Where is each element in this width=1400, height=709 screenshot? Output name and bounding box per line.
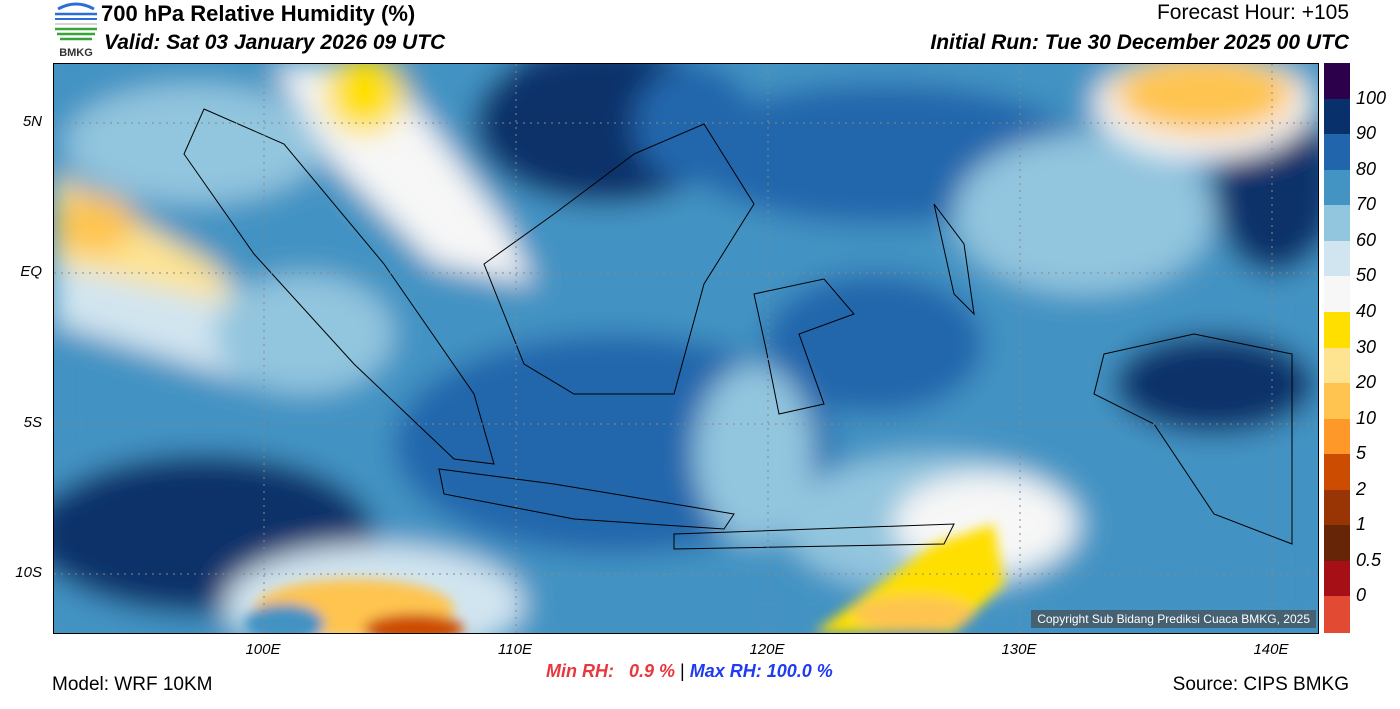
lat-label: EQ xyxy=(20,263,42,280)
colorbar-label: 70 xyxy=(1356,194,1377,215)
colorbar-bin xyxy=(1324,98,1350,135)
lat-label: 10S xyxy=(15,564,42,581)
copyright-notice: Copyright Sub Bidang Prediksi Cuaca BMKG… xyxy=(1031,610,1316,628)
colorbar-label: 100 xyxy=(1356,87,1387,108)
lon-label: 100E xyxy=(245,641,281,658)
colorbar-label: 60 xyxy=(1356,229,1377,250)
colorbar-label: 1 xyxy=(1356,514,1367,535)
colorbar-bin xyxy=(1324,240,1350,277)
colorbar-bin xyxy=(1324,347,1350,384)
lon-label: 130E xyxy=(1001,641,1037,658)
initial-run: Initial Run: Tue 30 December 2025 00 UTC xyxy=(930,31,1349,54)
svg-text:BMKG: BMKG xyxy=(59,47,93,59)
colorbar-bin xyxy=(1324,169,1350,206)
colorbar-label: 0.5 xyxy=(1356,549,1382,570)
coastlines xyxy=(183,108,1293,550)
colorbar-bin xyxy=(1324,525,1350,562)
colorbar-label: 50 xyxy=(1356,265,1377,286)
lat-label: 5S xyxy=(23,414,42,431)
colorbar-bin xyxy=(1324,596,1350,633)
colorbar-bin xyxy=(1324,311,1350,348)
bmkg-logo: BMKG xyxy=(52,1,100,59)
lon-label: 140E xyxy=(1253,641,1289,658)
lat-label: 5N xyxy=(22,113,42,130)
colorbar-label: 80 xyxy=(1356,158,1377,179)
lon-label: 120E xyxy=(749,641,785,658)
graticule xyxy=(54,64,1318,633)
max-rh: Max RH: 100.0 % xyxy=(689,661,833,681)
colorbar-label: 30 xyxy=(1356,336,1377,357)
colorbar-label: 90 xyxy=(1356,123,1377,144)
colorbar-bin xyxy=(1324,383,1350,420)
colorbar-label: 40 xyxy=(1356,300,1377,321)
humidity-map xyxy=(53,63,1319,634)
lon-label: 110E xyxy=(498,641,532,658)
chart-title: 700 hPa Relative Humidity (%) xyxy=(101,1,416,26)
colorbar-label: 2 xyxy=(1356,478,1367,499)
colorbar xyxy=(1324,63,1350,633)
valid-time: Valid: Sat 03 January 2026 09 UTC xyxy=(104,31,446,54)
colorbar-bin xyxy=(1324,454,1350,491)
colorbar-label: 5 xyxy=(1356,443,1367,464)
colorbar-bin xyxy=(1324,205,1350,242)
colorbar-bin xyxy=(1324,63,1350,100)
colorbar-bin xyxy=(1324,134,1350,171)
rh-stats: Min RH: 0.9 % | Max RH: 100.0 % xyxy=(546,661,833,682)
colorbar-bin xyxy=(1324,489,1350,526)
colorbar-bin xyxy=(1324,276,1350,313)
colorbar-bin xyxy=(1324,418,1350,455)
model-label: Model: WRF 10KM xyxy=(52,674,213,695)
colorbar-label: 10 xyxy=(1356,407,1377,428)
colorbar-bin xyxy=(1324,560,1350,597)
colorbar-label: 0 xyxy=(1356,585,1367,606)
min-rh: Min RH: 0.9 % xyxy=(546,661,676,681)
forecast-hour: Forecast Hour: +105 xyxy=(1156,1,1349,24)
source-label: Source: CIPS BMKG xyxy=(1172,674,1349,695)
colorbar-label: 20 xyxy=(1356,372,1377,393)
stats-separator: | xyxy=(680,661,685,681)
